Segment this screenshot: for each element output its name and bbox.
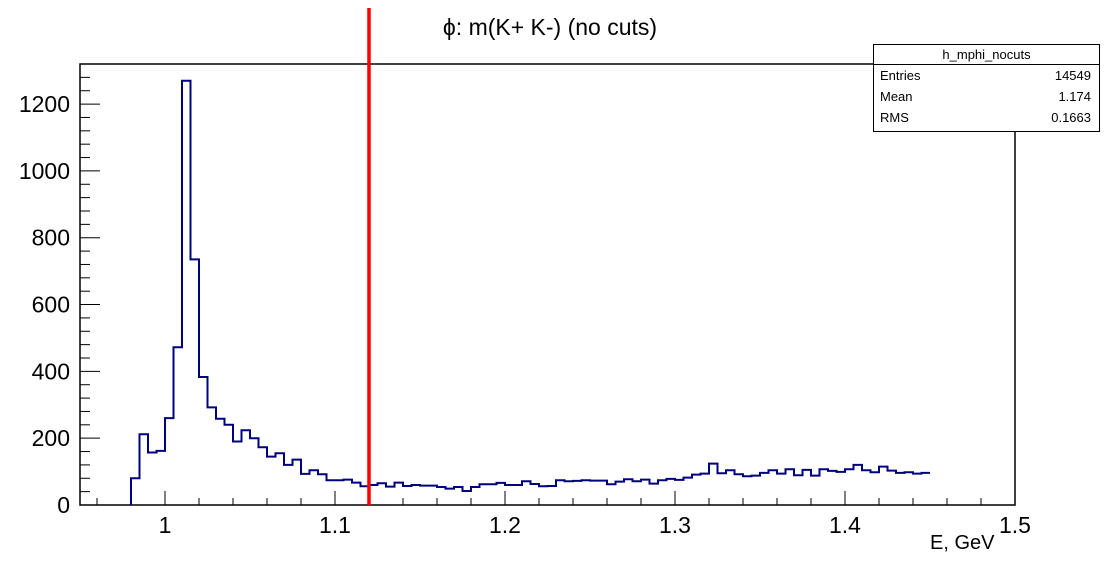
stats-row-mean: Mean 1.174 [874,86,1099,107]
stats-box-title: h_mphi_nocuts [874,45,1099,65]
x-tick-label: 1.4 [829,512,861,538]
stats-label: Mean [880,89,913,104]
histogram-series [130,79,930,505]
chart-title: ϕ: m(K+ K-) (no cuts) [442,14,658,40]
x-tick-label: 1 [159,512,172,538]
stats-value: 0.1663 [1051,110,1091,125]
stats-row-entries: Entries 14549 [874,65,1099,86]
plot-frame [79,63,1016,506]
y-tick-label: 1200 [19,91,70,117]
x-tick-label: 1.5 [999,512,1031,538]
y-tick-label: 600 [32,292,70,318]
stats-label: Entries [880,68,921,83]
stats-label: RMS [880,110,909,125]
y-tick-label: 400 [32,358,70,384]
y-tick-label: 200 [32,425,70,451]
y-tick-label: 1000 [19,158,70,184]
x-axis-title: E, GeV [930,532,995,554]
x-tick-label: 1.1 [319,512,351,538]
y-tick-label: 0 [57,492,70,518]
y-tick-label: 800 [32,225,70,251]
stats-value: 14549 [1054,68,1091,83]
stats-box: h_mphi_nocuts Entries 14549 Mean 1.174 R… [873,44,1100,132]
stats-row-rms: RMS 0.1663 [874,107,1099,128]
x-tick-label: 1.3 [659,512,691,538]
stats-value: 1.174 [1058,89,1091,104]
x-tick-label: 1.2 [489,512,521,538]
